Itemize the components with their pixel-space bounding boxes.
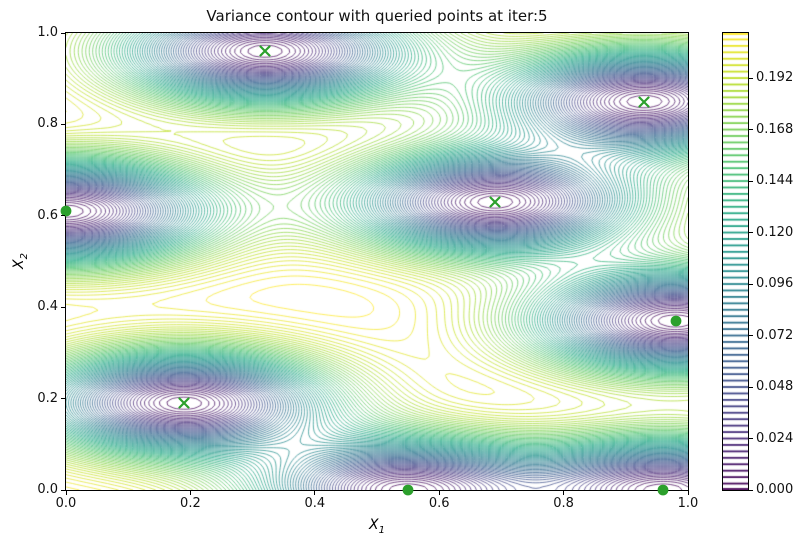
- colorbar-tick-label: 0.000: [756, 482, 794, 497]
- x-axis-tick-label: 0.6: [428, 496, 450, 511]
- colorbar-tick-mark: [749, 489, 753, 491]
- colorbar-tick-label: 0.120: [756, 224, 794, 240]
- y-axis-tick-label: 0.8: [37, 116, 58, 132]
- y-axis-label-base: X: [11, 259, 27, 269]
- y-axis-tick-mark: [61, 489, 65, 491]
- x-axis-label-base: X: [369, 517, 379, 533]
- x-axis-label: X1: [66, 517, 688, 536]
- colorbar-tick-mark: [749, 283, 753, 285]
- colorbar-tick-label: 0.144: [756, 173, 794, 189]
- colorbar-tick-label: 0.048: [756, 379, 794, 394]
- x-axis-tick-label: 0.8: [553, 496, 574, 511]
- chart-title: Variance contour with queried points at …: [206, 7, 548, 25]
- colorbar-tick-label: 0.096: [756, 276, 794, 292]
- y-axis-tick-mark: [61, 123, 65, 125]
- x-axis-tick-label: 0.4: [304, 496, 326, 511]
- x-axis-tick-mark: [563, 491, 565, 495]
- x-axis-tick-mark: [438, 491, 440, 495]
- x-axis-tick-mark: [65, 491, 67, 495]
- y-axis-label-subscript: 2: [18, 253, 30, 260]
- colorbar-tick-mark: [749, 77, 753, 79]
- y-axis-tick-mark: [61, 306, 65, 308]
- colorbar-tick-mark: [749, 232, 753, 234]
- colorbar: [722, 32, 749, 491]
- y-axis-tick-label: 0.0: [37, 482, 58, 497]
- y-axis-tick-mark: [61, 32, 65, 34]
- contour-plot-canvas: [66, 33, 688, 490]
- x-axis-tick-mark: [314, 491, 316, 495]
- colorbar-canvas: [723, 33, 748, 490]
- y-axis-tick-label: 0.6: [37, 207, 58, 223]
- y-axis-label: X2: [11, 243, 33, 279]
- x-axis-tick-label: 1.0: [677, 496, 699, 511]
- x-axis-tick-mark: [687, 491, 689, 495]
- colorbar-tick-mark: [749, 129, 753, 131]
- y-axis-tick-label: 0.4: [37, 299, 58, 315]
- colorbar-tick-label: 0.024: [756, 430, 794, 446]
- colorbar-tick-mark: [749, 335, 753, 337]
- x-axis-tick-mark: [189, 491, 191, 495]
- x-axis-tick-label: 0.2: [180, 496, 201, 511]
- plot-area-frame: [60, 32, 689, 496]
- colorbar-tick-label: 0.072: [756, 327, 794, 343]
- colorbar-tick-mark: [749, 386, 753, 388]
- colorbar-tick-label: 0.192: [756, 70, 794, 86]
- y-axis-tick-label: 1.0: [37, 25, 58, 40]
- x-axis-tick-label: 0.0: [55, 496, 77, 511]
- y-axis-tick-label: 0.2: [37, 390, 58, 406]
- colorbar-tick-mark: [749, 438, 753, 439]
- y-axis-tick-mark: [61, 215, 65, 217]
- x-axis-label-subscript: 1: [378, 524, 385, 536]
- colorbar-tick-label: 0.168: [756, 121, 794, 137]
- colorbar-tick-mark: [749, 180, 753, 182]
- y-axis-tick-mark: [61, 398, 65, 400]
